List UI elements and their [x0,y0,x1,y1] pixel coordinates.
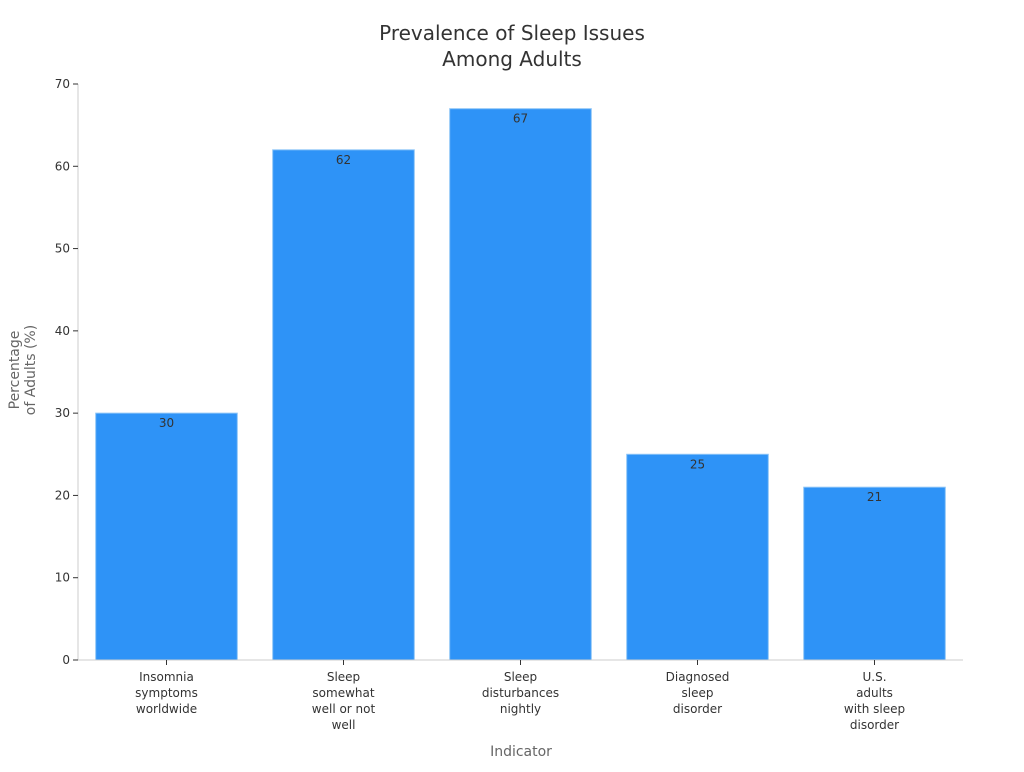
data-label: 62 [336,153,351,167]
x-axis: Insomnia symptoms worldwide Sleep somewhat we… [78,659,963,732]
y-tick-label: 40 [55,324,70,338]
y-tick-label: 60 [55,159,70,173]
y-axis: 0 10 20 30 40 50 60 70 [55,77,79,667]
bar [626,453,769,661]
chart-title-line-2: Among Adults [442,47,582,71]
y-tick-label: 50 [55,242,70,256]
bar [449,108,592,661]
x-tick-label: U.S. adults with sleep disorder [844,670,905,732]
y-tick-label: 10 [55,571,70,585]
x-tick-label: Sleep disturbances nightly [482,670,559,716]
y-tick-label: 70 [55,77,70,91]
bar [803,486,946,661]
data-label: 30 [159,416,174,430]
bars: 30 62 67 25 21 [95,108,946,661]
x-axis-label: Indicator [490,744,552,760]
x-tick-label: Sleep somewhat well or not well [312,670,376,732]
x-tick-label: Insomnia symptoms worldwide [135,670,198,716]
y-tick-label: 20 [55,488,70,502]
y-tick-label: 0 [62,653,70,667]
data-label: 21 [867,490,882,504]
data-label: 25 [690,457,705,471]
data-label: 67 [513,112,528,126]
bar [95,412,238,661]
bar [272,149,415,661]
chart-title-line-1: Prevalence of Sleep Issues [379,21,645,45]
y-axis-label-line-1: Percentage [7,331,23,410]
y-tick-label: 30 [55,406,70,420]
x-tick-label: Diagnosed sleep disorder [666,670,730,716]
y-axis-label-line-2: of Adults (%) [23,325,39,415]
